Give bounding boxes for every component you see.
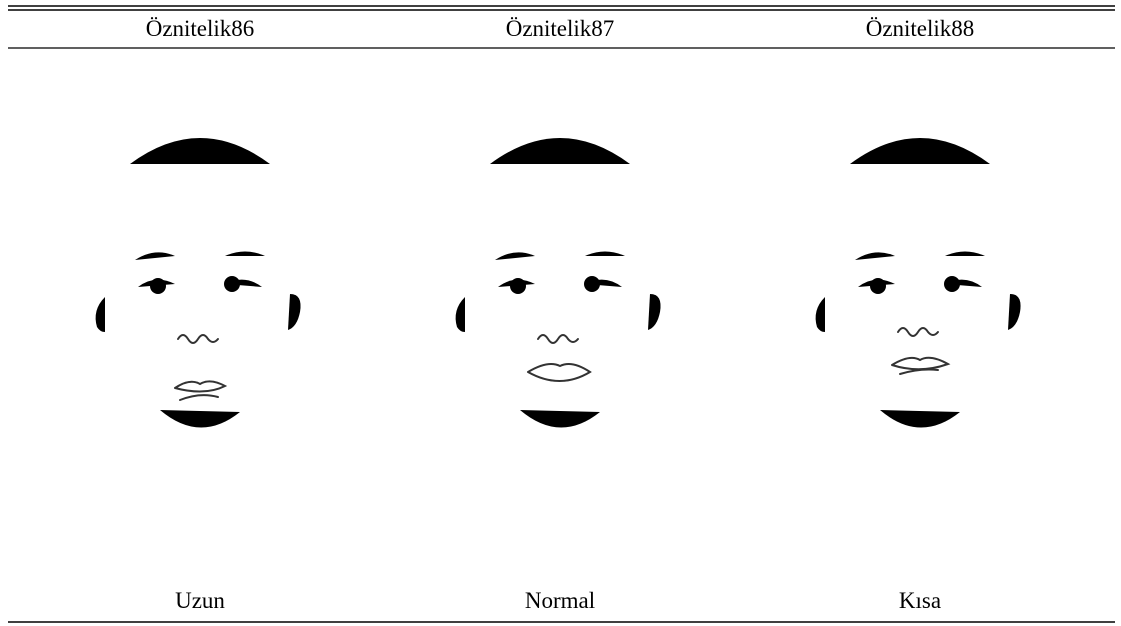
face-drawing (95, 138, 301, 428)
caption: Uzun (175, 588, 225, 613)
caption: Normal (525, 588, 595, 613)
column-header: Öznitelik87 (506, 16, 615, 41)
column-header: Öznitelik88 (866, 16, 975, 41)
face-drawing (455, 138, 661, 428)
face-drawing (815, 138, 1021, 428)
caption: Kısa (899, 588, 941, 613)
column-header: Öznitelik86 (146, 16, 255, 41)
